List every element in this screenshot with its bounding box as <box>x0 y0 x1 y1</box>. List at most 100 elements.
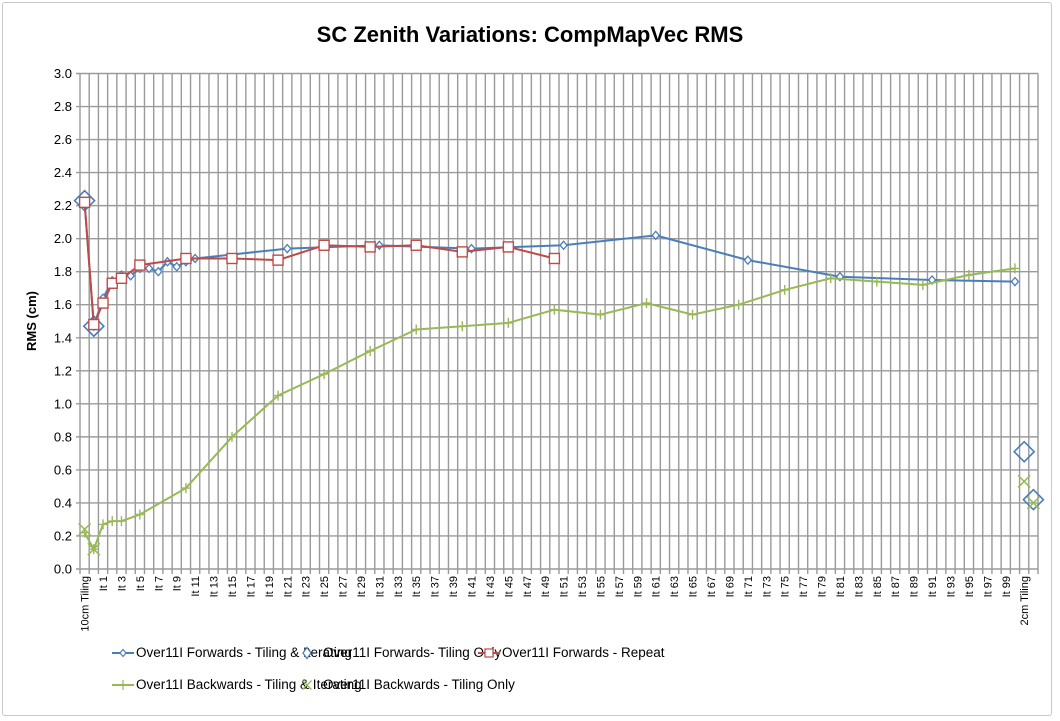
x-tick-label: It 59 <box>632 576 644 597</box>
x-tick-label: It 75 <box>780 576 792 597</box>
y-tick-label: 1.4 <box>54 330 72 345</box>
legend-x-icon <box>302 679 312 690</box>
y-tick-label: 1.8 <box>54 264 72 279</box>
data-point-x <box>1017 474 1031 488</box>
data-point-square <box>410 239 422 251</box>
data-point-plus <box>227 431 236 442</box>
legend-diamond-icon <box>302 645 312 660</box>
data-point-plus <box>99 519 108 530</box>
data-point-plus <box>117 516 126 527</box>
data-point-plus <box>872 276 881 287</box>
legend-item-forwards-tiling-iterating: Over11I Forwards - Tiling & Iterating <box>112 645 352 660</box>
data-point-plus <box>458 321 467 332</box>
x-tick-label: It 43 <box>485 576 497 597</box>
y-axis-label: RMS (cm) <box>24 291 39 351</box>
x-tick-label: It 7 <box>153 576 165 591</box>
series-3 <box>80 263 1019 555</box>
data-point-square <box>364 241 376 253</box>
x-tick-label: It 89 <box>909 576 921 597</box>
data-point-plus <box>964 270 973 281</box>
y-tick-label: 0.4 <box>54 495 72 510</box>
y-tick-label: 2.2 <box>54 198 72 213</box>
x-tick-label: It 21 <box>282 576 294 597</box>
data-point-square <box>548 252 561 265</box>
legend-label: Over11I Backwards - Tiling & Iterating <box>136 677 362 692</box>
data-point-plus <box>688 309 697 320</box>
x-tick-label: It 77 <box>798 576 810 597</box>
x-tick-label: It 99 <box>1001 576 1013 597</box>
data-point-x <box>87 542 101 556</box>
data-point-plus <box>734 299 743 310</box>
gridlines <box>76 72 1039 574</box>
y-tick-label: 1.6 <box>54 297 72 312</box>
legend-line-square-icon <box>478 647 500 658</box>
legend-label: Over11I Forwards - Repeat <box>502 645 665 660</box>
x-tick-label: It 3 <box>116 576 128 591</box>
data-point-plus <box>274 390 283 401</box>
x-tick-label: It 37 <box>430 576 442 597</box>
data-point-plus <box>826 273 835 284</box>
x-tick-label: It 15 <box>227 576 239 597</box>
x-tick-label: It 61 <box>651 576 663 597</box>
y-tick-label: 1.0 <box>54 396 72 411</box>
data-point-square <box>115 272 128 285</box>
x-tick-label: It 9 <box>172 576 184 591</box>
x-tick-label: It 97 <box>982 576 994 597</box>
x-tick-label: It 53 <box>577 576 589 597</box>
legend-item-forwards-repeat: Over11I Forwards - Repeat <box>478 645 665 660</box>
data-point-plus <box>108 516 117 527</box>
x-tick-label: 2cm Tiling <box>1019 576 1031 626</box>
y-tick-label: 1.2 <box>54 363 72 378</box>
x-tick-label: It 69 <box>724 576 736 597</box>
data-point-diamond <box>651 230 661 241</box>
legend-line-diamond-icon <box>112 648 134 657</box>
x-tick-label: It 33 <box>393 576 405 597</box>
x-tick-label: It 11 <box>190 576 202 597</box>
y-tick-label: 2.4 <box>54 165 72 180</box>
legend-label: Over11I Forwards - Tiling & Iterating <box>136 645 352 660</box>
data-point-plus <box>642 298 651 309</box>
y-tick-label: 0.6 <box>54 462 72 477</box>
x-tick-label: It 87 <box>890 576 902 597</box>
data-point-x <box>1026 496 1040 510</box>
x-tick-label: It 79 <box>817 576 829 597</box>
data-point-large-diamond <box>1013 440 1036 463</box>
data-point-diamond <box>172 261 182 272</box>
data-point-square <box>88 318 100 331</box>
chart-title: SC Zenith Variations: CompMapVec RMS <box>316 22 744 47</box>
x-tick-label: It 25 <box>319 576 331 597</box>
x-tick-label: It 47 <box>522 576 534 597</box>
x-tick-label: It 13 <box>209 576 221 597</box>
data-point-square <box>106 277 118 289</box>
data-point-plus <box>181 483 190 494</box>
data-point-plus <box>780 284 789 295</box>
x-tick-label: It 71 <box>743 576 755 597</box>
x-tick-label: It 81 <box>835 576 847 597</box>
series-4 <box>78 474 1040 556</box>
x-tick-label: It 39 <box>448 576 460 597</box>
data-point-square <box>272 254 284 266</box>
data-point-diamond <box>375 240 384 251</box>
data-point-square <box>78 196 91 209</box>
data-point-plus <box>504 317 513 328</box>
y-tick-label: 0.8 <box>54 429 72 444</box>
x-tick-label: It 17 <box>245 576 257 597</box>
data-point-plus <box>1010 263 1019 274</box>
y-tick-label: 2.8 <box>54 99 72 114</box>
x-tick-label: It 57 <box>614 576 626 597</box>
series-group <box>73 189 1045 556</box>
data-point-large-diamond <box>1022 488 1045 511</box>
y-tick-labels: 0.0 0.2 0.4 0.6 0.8 1.0 1.2 1.4 1.6 1.8 2.0 2.2 2.4 2… <box>54 66 72 577</box>
data-point-plus <box>550 304 559 315</box>
data-point-diamond <box>743 255 753 266</box>
data-point-plus <box>918 279 927 290</box>
x-tick-label: It 51 <box>559 576 571 597</box>
data-point-square <box>180 252 192 265</box>
x-tick-label: It 29 <box>356 576 368 597</box>
data-point-square <box>134 259 146 271</box>
data-point-diamond <box>153 266 163 277</box>
x-tick-label: It 65 <box>688 576 700 597</box>
x-tick-label: It 41 <box>466 576 478 597</box>
